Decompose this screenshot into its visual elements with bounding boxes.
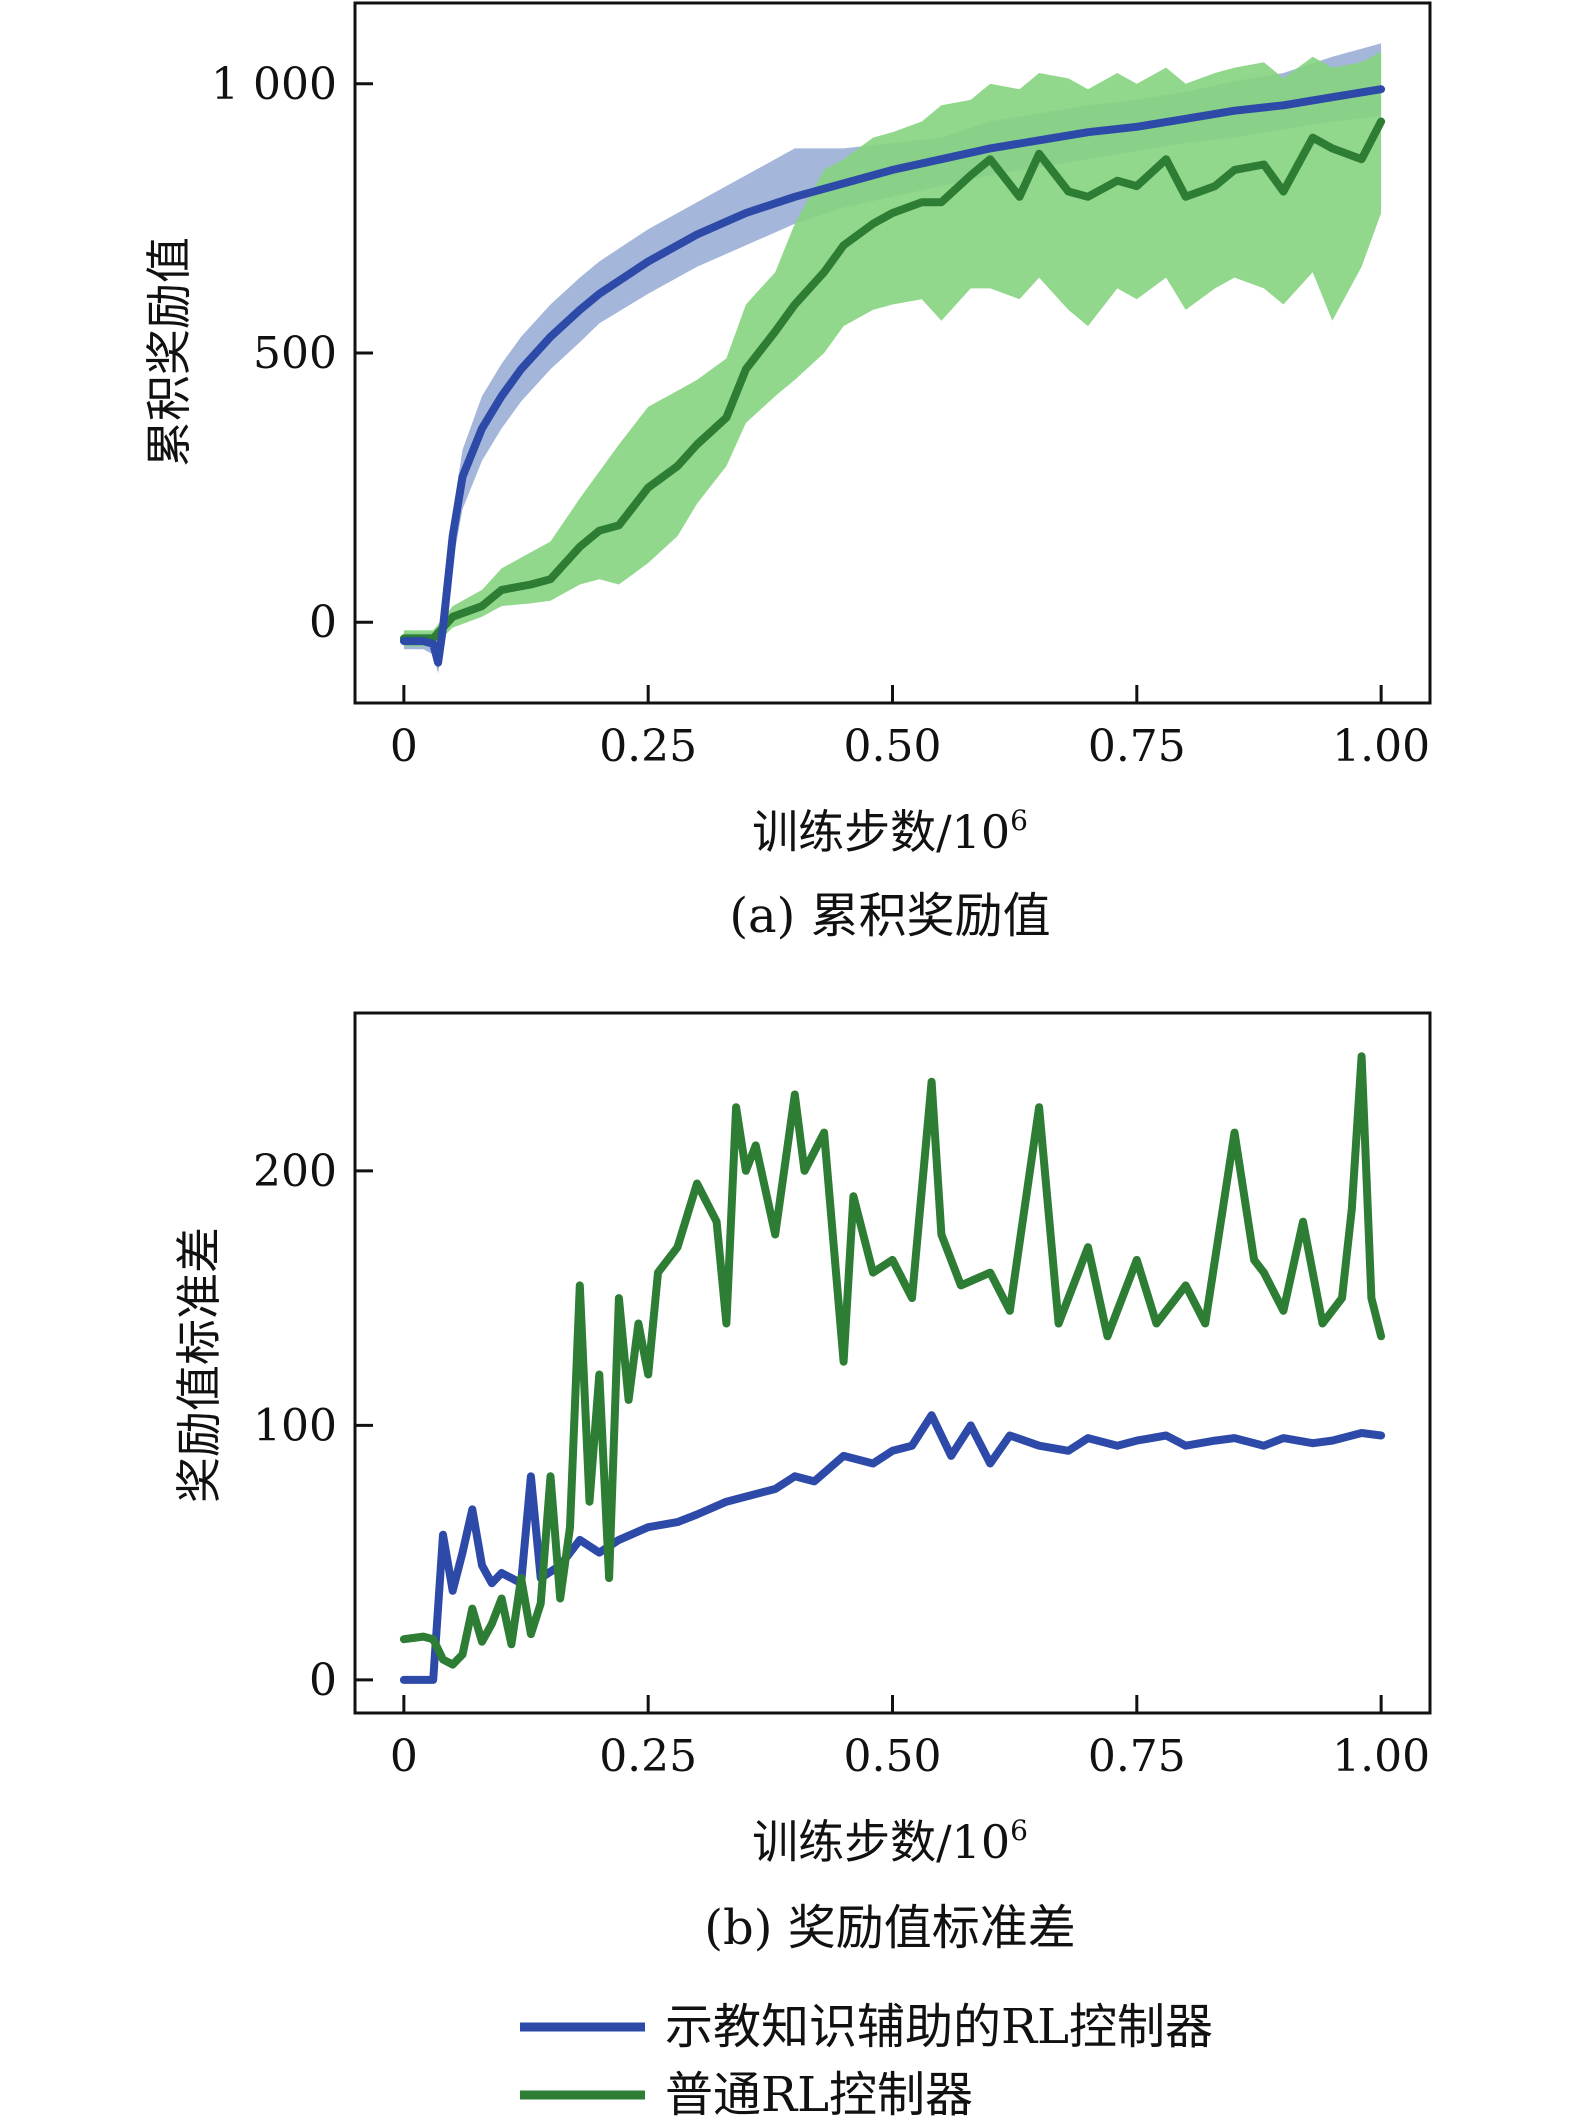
chart-a-xlabel: 训练步数/106 [752,804,1028,859]
chart-cumulative-reward: 0 0.25 0.50 0.75 1.00 0 500 1 000 累积奖励值 训练步数/1… [142,1,1432,944]
series-band-1 [403,51,1382,647]
x-tick-label: 0 [390,1731,418,1782]
chart-a-xlabel-sup: 6 [1010,804,1028,837]
chart-reward-std: 0 0.25 0.50 0.75 1.00 0 100 200 奖励值标准差 训练步数/10… [172,1011,1432,1956]
x-tick-label: 0.75 [1088,1731,1186,1782]
y-tick-label: 1 000 [211,59,337,110]
chart-b-xlabel: 训练步数/106 [752,1814,1028,1869]
legend-label-plain: 普通RL控制器 [665,2067,973,2123]
series-line-1 [399,1052,1386,1669]
y-tick-label: 500 [253,328,337,379]
x-tick-label: 0.25 [599,721,697,772]
y-tick-label: 0 [309,1655,337,1706]
chart-b-xlabel-sup: 6 [1010,1814,1028,1847]
x-tick-label: 0.50 [844,1731,942,1782]
x-tick-label: 1.00 [1332,1731,1430,1782]
chart-a-lines [399,85,1386,667]
chart-b-xlabel-base: 训练步数/10 [752,1815,1010,1869]
y-tick-label: 100 [253,1400,337,1451]
chart-b-x-ticks: 0 0.25 0.50 0.75 1.00 [390,1695,1430,1782]
legend: 示教知识辅助的RL控制器 普通RL控制器 [520,1999,1213,2123]
chart-b-caption: (b) 奖励值标准差 [704,1900,1075,1956]
chart-a-ylabel: 累积奖励值 [142,237,196,467]
chart-b-y-ticks: 0 100 200 [253,1146,373,1706]
x-tick-label: 0.25 [599,1731,697,1782]
x-tick-label: 0 [390,721,418,772]
y-tick-label: 200 [253,1146,337,1197]
series-line-0 [399,1411,1386,1684]
chart-a-y-ticks: 0 500 1 000 [211,59,373,648]
series-line-1 [399,117,1386,643]
chart-a-x-ticks: 0 0.25 0.50 0.75 1.00 [390,685,1430,772]
chart-b-lines [399,1052,1386,1684]
y-tick-label: 0 [309,597,337,648]
series-line-0 [399,85,1386,667]
x-tick-label: 0.50 [844,721,942,772]
chart-a-caption: (a) 累积奖励值 [729,888,1050,944]
x-tick-label: 0.75 [1088,721,1186,772]
chart-a-xlabel-base: 训练步数/10 [752,805,1010,859]
x-tick-label: 1.00 [1332,721,1430,772]
legend-label-demo: 示教知识辅助的RL控制器 [665,1999,1213,2055]
chart-b-ylabel: 奖励值标准差 [172,1227,226,1503]
